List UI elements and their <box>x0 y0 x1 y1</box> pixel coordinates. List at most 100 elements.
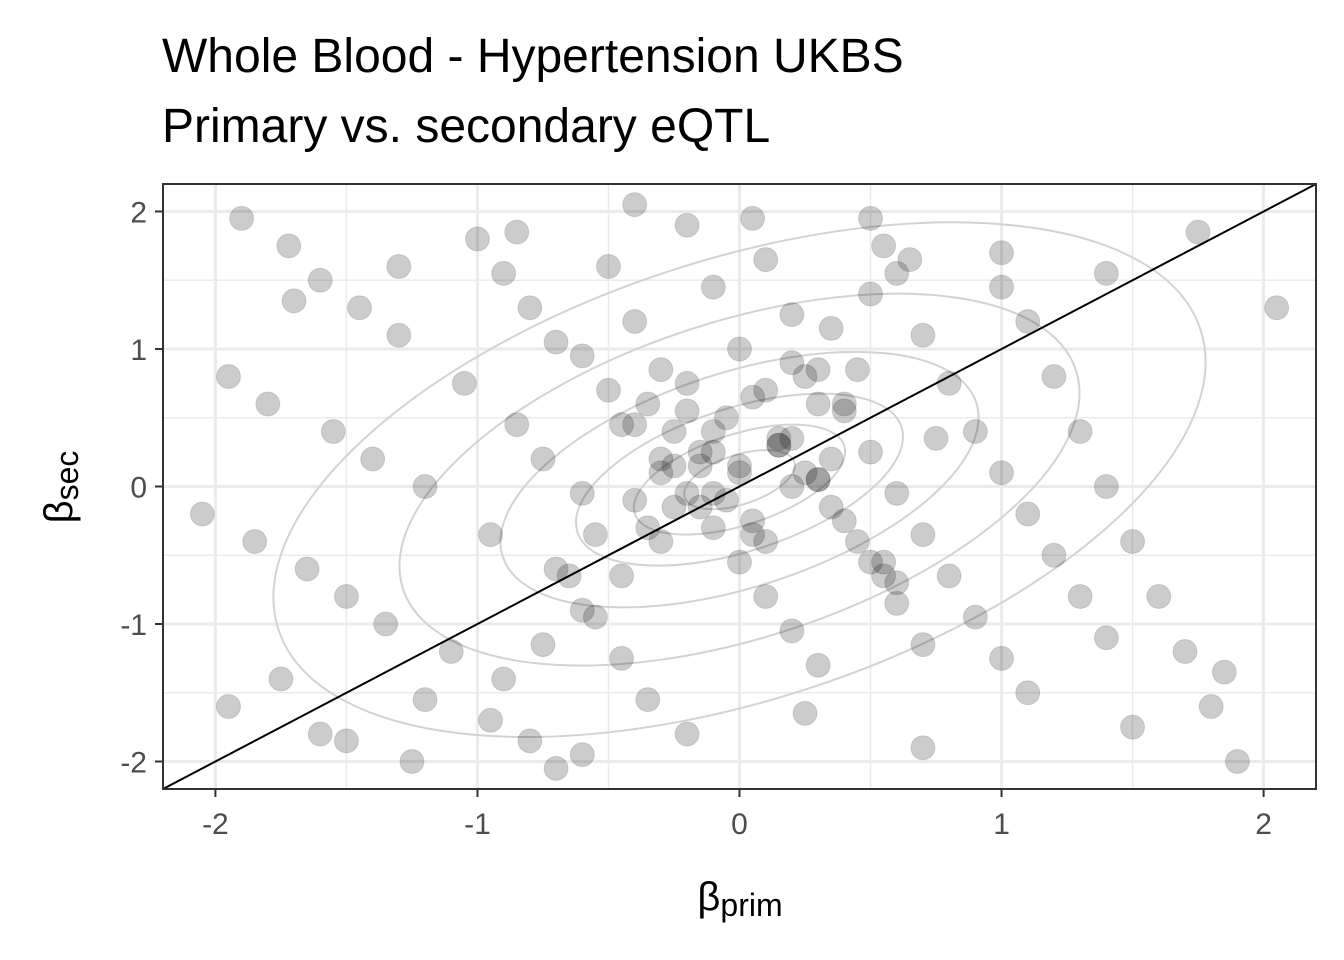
data-point <box>831 508 857 534</box>
data-point <box>543 755 569 781</box>
data-point <box>779 425 805 451</box>
data-point <box>635 687 661 713</box>
data-point <box>1015 501 1041 527</box>
data-point <box>622 412 648 438</box>
data-point <box>700 439 726 465</box>
x-axis-ticks: -2 -1 0 1 2 <box>202 789 1272 841</box>
data-point <box>884 480 910 506</box>
data-point <box>687 439 713 465</box>
data-point <box>740 205 766 231</box>
data-point <box>582 522 608 548</box>
data-point <box>779 302 805 328</box>
data-point <box>451 370 477 396</box>
data-point <box>674 721 700 747</box>
data-point <box>622 487 648 513</box>
chart-subtitle: Primary vs. secondary eQTL <box>162 100 770 153</box>
data-point <box>831 391 857 417</box>
data-point <box>753 529 779 554</box>
x-tick-label: 1 <box>993 808 1010 841</box>
data-point <box>609 412 635 438</box>
data-point <box>1120 714 1146 740</box>
data-point <box>858 439 884 465</box>
y-tick-label: 2 <box>130 197 147 230</box>
data-point <box>779 618 805 644</box>
data-point <box>792 700 818 726</box>
data-point <box>871 233 897 259</box>
data-point <box>1067 419 1093 444</box>
density-contour <box>398 292 1081 667</box>
data-point <box>962 419 988 444</box>
data-point <box>1264 295 1290 321</box>
data-point <box>189 501 215 527</box>
data-point <box>333 584 359 609</box>
data-point <box>989 240 1015 266</box>
x-tick-label: 2 <box>1255 808 1272 841</box>
data-point <box>818 315 844 341</box>
data-point <box>307 721 333 747</box>
data-point <box>1093 260 1119 286</box>
data-point <box>216 694 242 719</box>
data-point <box>674 212 700 238</box>
data-point <box>595 254 621 279</box>
density-contour <box>499 350 980 609</box>
data-point <box>779 350 805 376</box>
data-point <box>504 219 530 245</box>
data-point <box>543 556 569 582</box>
data-point <box>1067 584 1093 609</box>
data-point <box>491 260 517 286</box>
data-point <box>910 735 936 761</box>
data-point <box>897 247 923 273</box>
data-point <box>386 254 412 279</box>
data-point <box>936 563 962 589</box>
data-point <box>1015 309 1041 334</box>
data-point <box>727 460 752 486</box>
data-point <box>766 425 792 451</box>
data-point <box>582 604 608 630</box>
data-point <box>281 288 307 314</box>
x-axis-subscript: prim <box>720 887 782 923</box>
data-point <box>569 597 595 623</box>
x-tick-label: -1 <box>464 808 491 841</box>
data-point <box>687 453 713 479</box>
data-point <box>517 728 543 754</box>
identity-line <box>162 183 1317 790</box>
data-point <box>805 467 831 493</box>
data-point <box>661 419 687 444</box>
data-point <box>661 453 687 479</box>
data-point <box>530 446 556 472</box>
data-point <box>229 205 255 231</box>
data-point <box>1146 584 1172 609</box>
data-point <box>884 260 910 286</box>
data-point <box>844 357 870 383</box>
data-point <box>923 425 949 451</box>
data-point <box>399 749 425 774</box>
data-point <box>1041 364 1067 389</box>
data-point <box>464 226 490 252</box>
data-point <box>1041 542 1067 568</box>
data-point <box>320 419 346 444</box>
data-point <box>805 391 831 417</box>
data-point <box>438 639 464 664</box>
data-point <box>700 419 726 444</box>
data-point <box>884 590 910 616</box>
y-tick-label: -1 <box>120 609 147 642</box>
data-point <box>936 370 962 396</box>
y-axis-title: βsec <box>37 451 85 524</box>
data-point <box>1224 749 1250 774</box>
data-point <box>805 467 831 493</box>
data-point <box>661 494 687 520</box>
data-point <box>779 474 805 499</box>
x-tick-label: -2 <box>202 808 229 841</box>
data-point <box>360 446 386 472</box>
data-point <box>569 343 595 369</box>
data-point <box>962 604 988 630</box>
data-point <box>1120 529 1146 554</box>
data-point <box>910 632 936 658</box>
y-tick-label: -2 <box>120 747 147 780</box>
data-point <box>648 460 674 486</box>
data-point <box>753 584 779 609</box>
density-contour <box>632 423 847 536</box>
data-point <box>700 274 726 300</box>
data-point <box>858 205 884 231</box>
data-point <box>871 549 897 575</box>
